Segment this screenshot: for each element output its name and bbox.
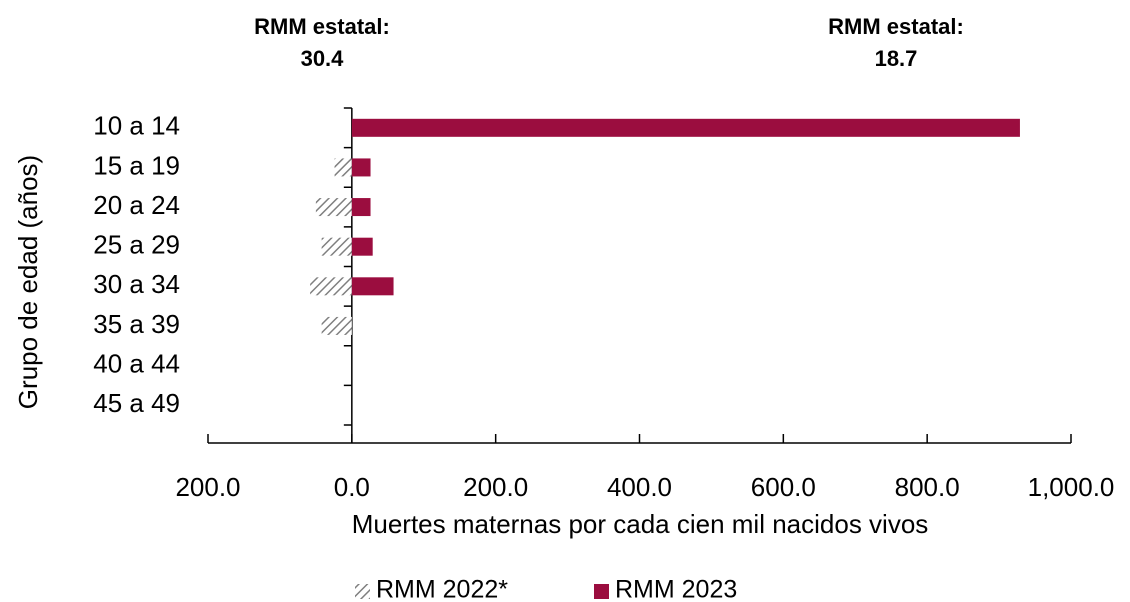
x-tick-label: 600.0 <box>751 472 816 502</box>
x-axis-title: Muertes maternas por cada cien mil nacid… <box>352 509 929 539</box>
annotation-value: 30.4 <box>301 46 345 71</box>
bar <box>321 316 352 335</box>
x-tick-label: 200.0 <box>175 472 240 502</box>
bar <box>315 198 352 217</box>
y-axis-title: Grupo de edad (años) <box>13 155 43 409</box>
bar <box>351 198 371 217</box>
x-tick-label: 1,000.0 <box>1028 472 1115 502</box>
x-tick-label: 800.0 <box>895 472 960 502</box>
x-tick-label: 0.0 <box>334 472 370 502</box>
y-tick-label: 40 a 44 <box>93 348 180 378</box>
legend-swatch <box>594 584 609 599</box>
annotation-label: RMM estatal: <box>254 14 390 39</box>
bar <box>351 277 394 296</box>
y-tick-label: 30 a 34 <box>93 269 180 299</box>
x-tick-label: 400.0 <box>607 472 672 502</box>
annotation-label: RMM estatal: <box>828 14 964 39</box>
y-tick-label: 15 a 19 <box>93 150 180 180</box>
y-tick-label: 35 a 39 <box>93 309 180 339</box>
annotation-value: 18.7 <box>875 46 918 71</box>
legend-label: RMM 2023 <box>615 576 737 602</box>
bar <box>321 237 352 256</box>
bar <box>334 158 352 177</box>
bar <box>351 118 1020 137</box>
y-tick-label: 45 a 49 <box>93 388 180 418</box>
y-tick-label: 25 a 29 <box>93 230 180 260</box>
legend-swatch <box>355 584 370 599</box>
x-tick-label: 200.0 <box>463 472 528 502</box>
bar <box>310 277 352 296</box>
bar <box>351 158 371 177</box>
legend-label: RMM 2022* <box>376 576 508 602</box>
y-tick-label: 20 a 24 <box>93 190 180 220</box>
y-tick-label: 10 a 14 <box>93 111 180 141</box>
bar <box>351 237 373 256</box>
